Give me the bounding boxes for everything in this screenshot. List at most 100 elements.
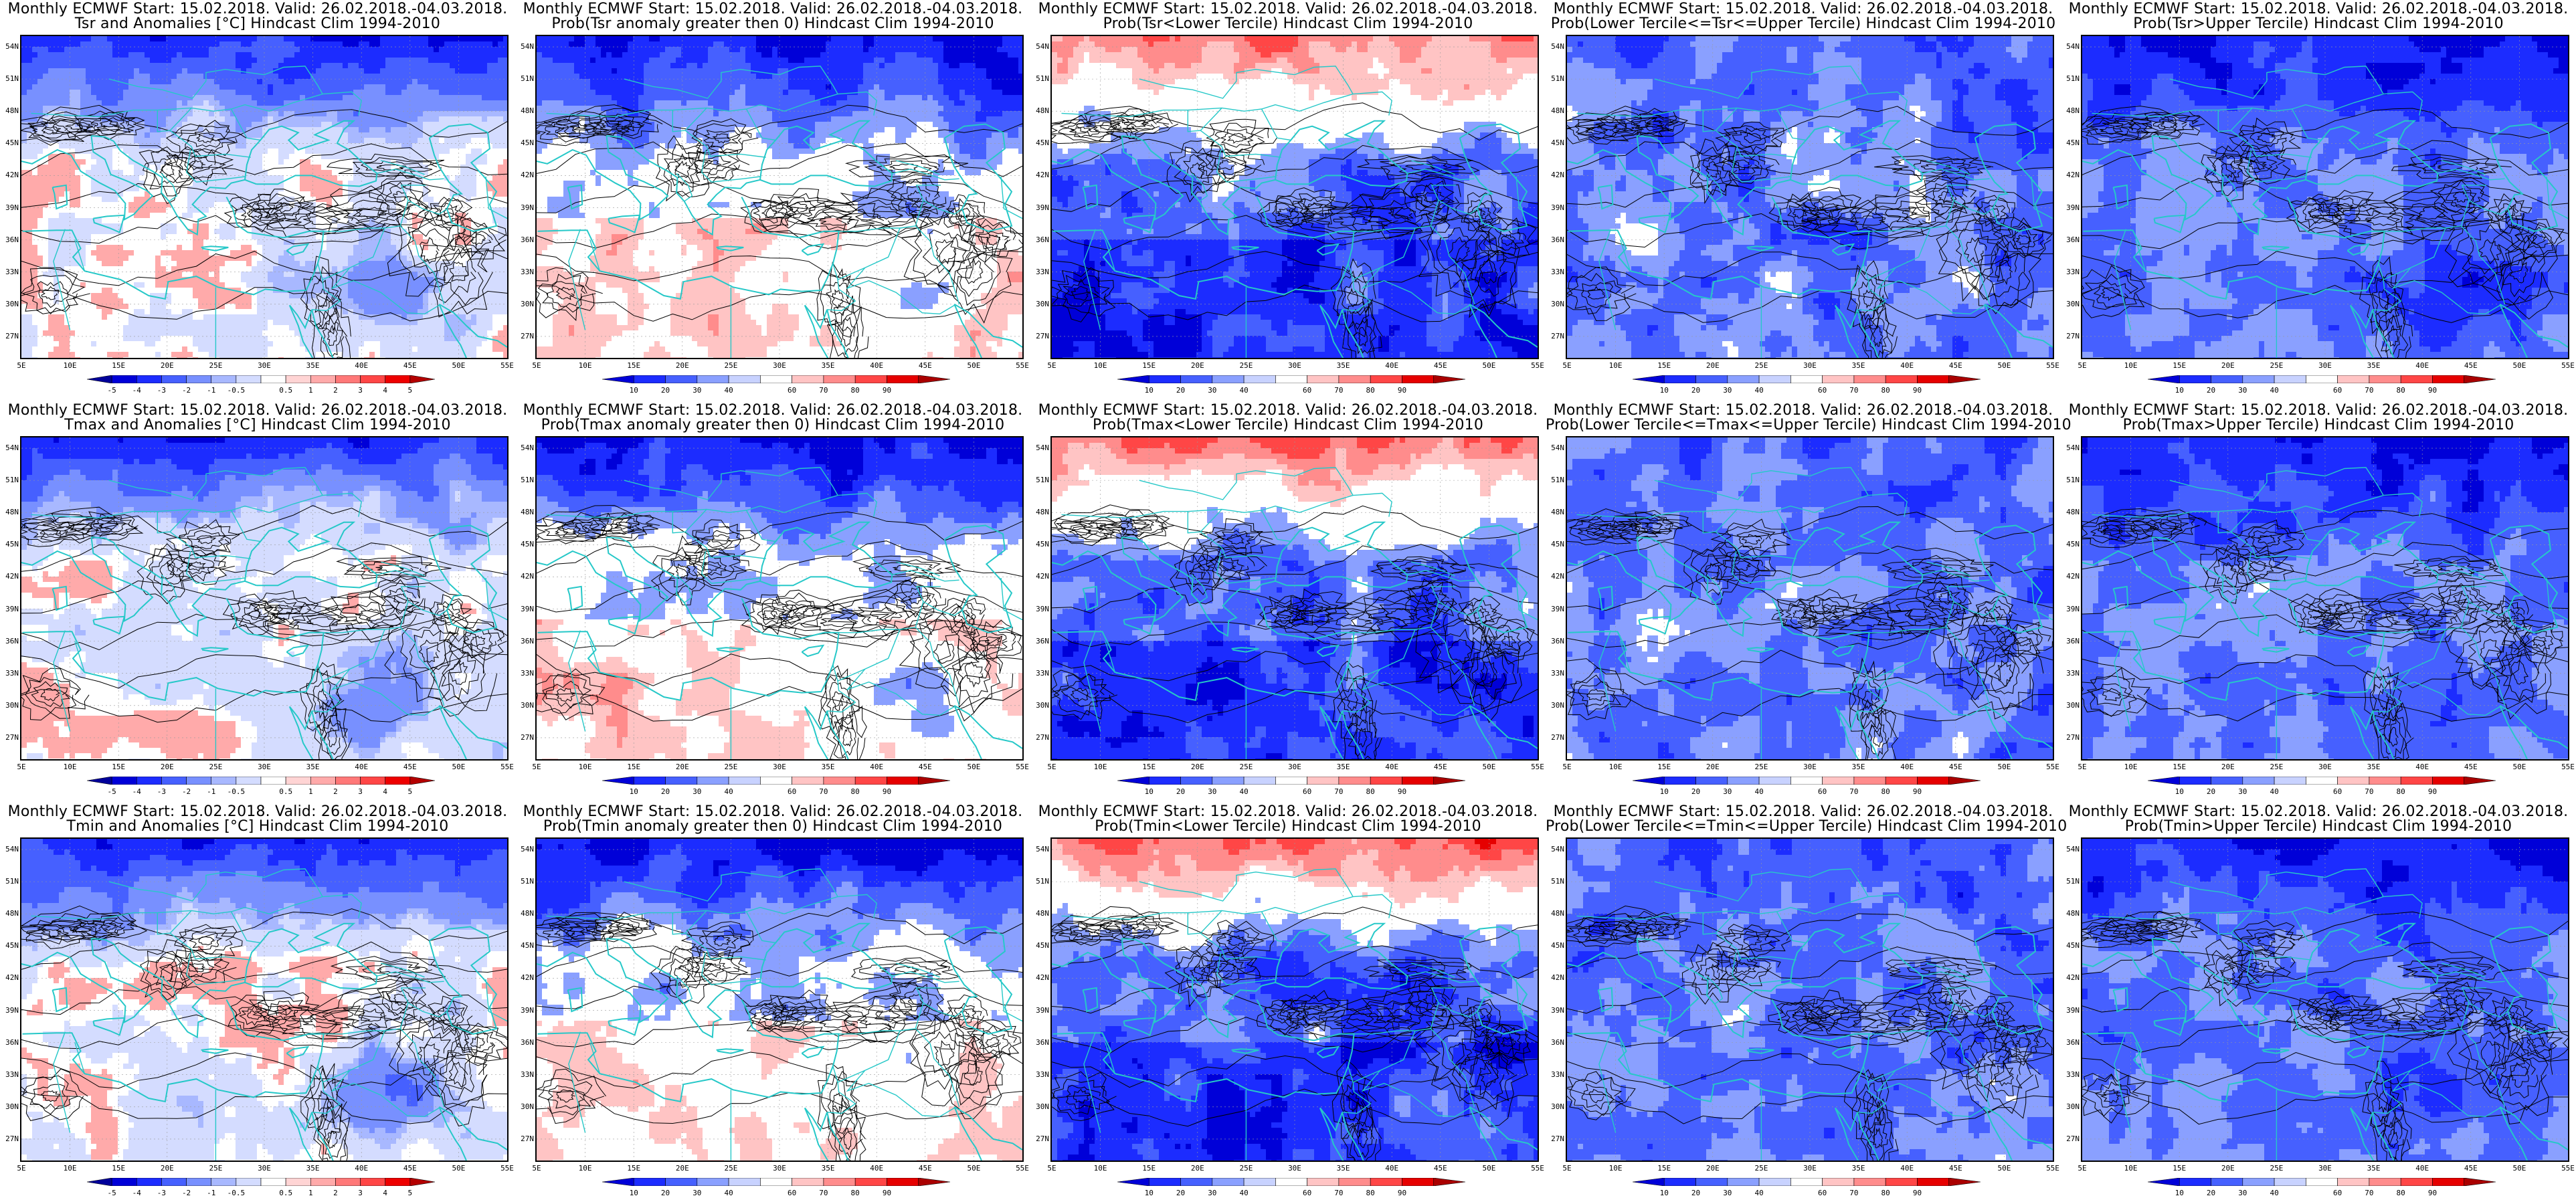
lon-label: 30E (258, 763, 271, 771)
lat-label: 54N (1030, 42, 1049, 51)
lat-label: 27N (0, 733, 19, 742)
lon-label: 40E (870, 361, 883, 370)
colorbar-label: 10 (1660, 787, 1669, 796)
forecast-map (535, 436, 1024, 761)
lon-label: 10E (579, 361, 592, 370)
lon-label: 30E (1288, 1164, 1301, 1173)
forecast-panel-tmin-2: Monthly ECMWF Start: 15.02.2018. Valid: … (515, 803, 1030, 1204)
colorbar-label: 30 (2238, 1189, 2247, 1197)
lon-label: 40E (355, 361, 368, 370)
lat-label: 27N (1030, 332, 1049, 340)
colorbar-label: 20 (1691, 1189, 1700, 1197)
lat-label: 45N (1546, 138, 1564, 147)
colorbar-label: 70 (1849, 787, 1858, 796)
lat-label: 45N (1030, 941, 1049, 950)
forecast-map (1566, 35, 2054, 359)
colorbar-label: 20 (1691, 787, 1700, 796)
lat-label: 42N (1546, 572, 1564, 581)
lat-label: 39N (515, 203, 534, 212)
lon-label: 30E (258, 361, 271, 370)
lon-label: 50E (2512, 361, 2526, 370)
lon-label: 40E (870, 1164, 883, 1173)
colorbar (87, 375, 435, 383)
lat-label: 48N (1546, 909, 1564, 918)
colorbar-label: 30 (693, 787, 701, 796)
lon-label: 55E (500, 361, 514, 370)
colorbar-label: 70 (1849, 1189, 1858, 1197)
forecast-map (2081, 35, 2569, 359)
colorbar-label: 60 (788, 1189, 796, 1197)
lon-label: 30E (1288, 763, 1301, 771)
colorbar-label: 2 (333, 386, 338, 395)
lat-label: 42N (0, 572, 19, 581)
lon-label: 30E (2318, 361, 2332, 370)
lon-label: 15E (1142, 1164, 1156, 1173)
colorbar-label: 70 (819, 1189, 828, 1197)
lat-label: 39N (2061, 203, 2080, 212)
lat-label: 30N (515, 1102, 534, 1111)
lon-label: 25E (1239, 361, 1253, 370)
map-canvas (1052, 36, 1538, 358)
lon-label: 55E (500, 763, 514, 771)
lon-label: 40E (2415, 361, 2429, 370)
lon-label: 25E (724, 361, 737, 370)
lon-label: 10E (64, 1164, 77, 1173)
forecast-map (1566, 436, 2054, 761)
colorbar-label: 60 (1818, 787, 1827, 796)
colorbar-label: 10 (1660, 386, 1669, 395)
panel-title-line2: Prob(Tsr>Upper Tercile) Hindcast Clim 19… (2061, 16, 2576, 32)
lon-label: 35E (306, 763, 320, 771)
colorbar-label: 70 (1334, 1189, 1343, 1197)
colorbar-label: 40 (1754, 1189, 1763, 1197)
lat-label: 33N (2061, 669, 2080, 678)
lat-label: 30N (1030, 300, 1049, 308)
lon-label: 25E (1754, 361, 1768, 370)
lat-label: 27N (1546, 332, 1564, 340)
lon-label: 5E (17, 763, 25, 771)
lon-label: 50E (967, 763, 980, 771)
lon-label: 35E (2367, 763, 2381, 771)
panel-title-line2: Tmin and Anomalies [°C] Hindcast Clim 19… (0, 819, 515, 835)
lat-label: 45N (2061, 540, 2080, 548)
colorbar-label: 20 (1176, 386, 1185, 395)
lon-label: 15E (627, 361, 640, 370)
lon-label: 35E (306, 1164, 320, 1173)
lat-label: 51N (515, 476, 534, 484)
colorbar-label: 80 (1881, 1189, 1890, 1197)
lat-label: 48N (515, 909, 534, 918)
lon-label: 50E (452, 361, 465, 370)
colorbar-label: 20 (2207, 1189, 2215, 1197)
lon-label: 15E (1657, 763, 1671, 771)
colorbar-label: -1 (207, 1189, 215, 1197)
lat-label: 30N (2061, 300, 2080, 308)
lon-label: 20E (676, 1164, 689, 1173)
panel-title-line2: Prob(Tmax<Lower Tercile) Hindcast Clim 1… (1030, 417, 1546, 433)
lon-label: 10E (1094, 361, 1107, 370)
colorbar-label: 90 (2428, 1189, 2437, 1197)
lat-label: 51N (0, 476, 19, 484)
forecast-map (1566, 837, 2054, 1162)
lon-label: 5E (2078, 763, 2086, 771)
lon-label: 20E (161, 361, 174, 370)
colorbar-label: -4 (132, 1189, 141, 1197)
lon-label: 40E (1385, 1164, 1398, 1173)
lon-label: 5E (2078, 1164, 2086, 1173)
lon-label: 15E (627, 1164, 640, 1173)
lat-label: 39N (515, 605, 534, 613)
lon-label: 45E (919, 1164, 932, 1173)
lon-label: 20E (676, 361, 689, 370)
lat-label: 54N (1546, 42, 1564, 51)
colorbar (1117, 777, 1465, 785)
lon-label: 20E (1706, 763, 1720, 771)
lon-label: 5E (532, 763, 541, 771)
lon-label: 5E (17, 361, 25, 370)
lon-label: 55E (1016, 763, 1029, 771)
lat-label: 39N (1546, 1006, 1564, 1015)
map-canvas (2082, 437, 2568, 759)
lat-label: 33N (1546, 669, 1564, 678)
lon-label: 50E (967, 361, 980, 370)
lon-label: 5E (1047, 763, 1056, 771)
lat-label: 45N (515, 138, 534, 147)
colorbar-label: 30 (2238, 787, 2247, 796)
map-canvas (1567, 839, 2053, 1161)
